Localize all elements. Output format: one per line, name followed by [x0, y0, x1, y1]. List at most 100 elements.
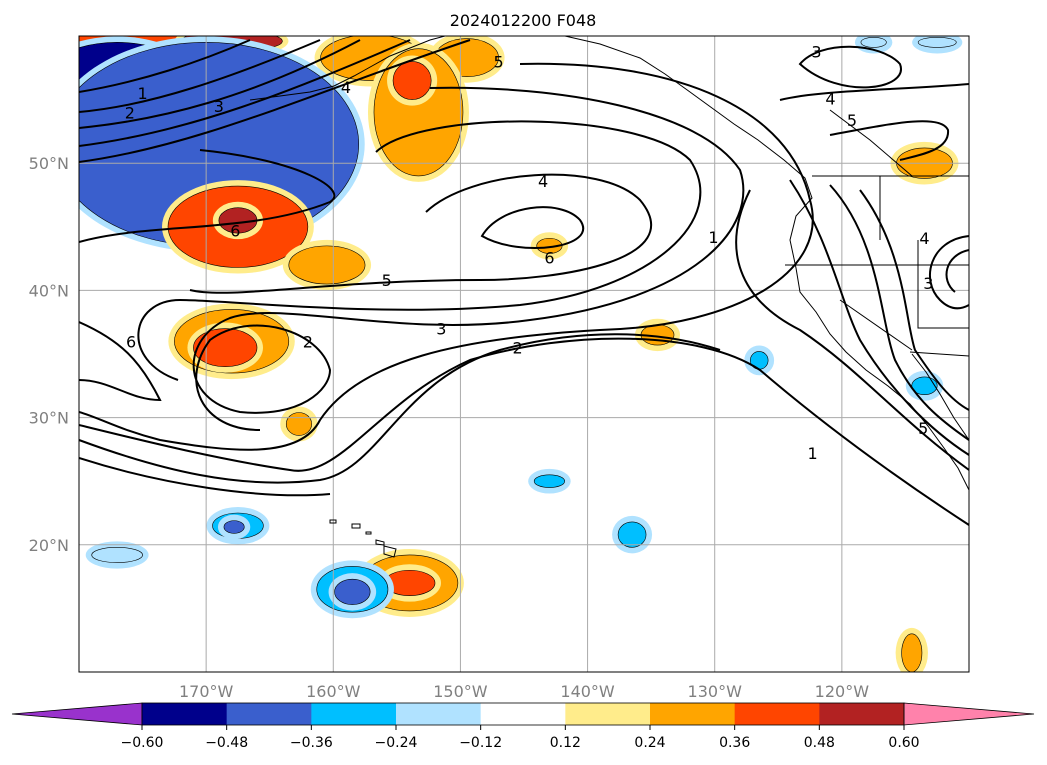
- anomaly-region: [911, 376, 938, 396]
- contour-line: [859, 189, 969, 411]
- colorbar-segment: [819, 703, 905, 725]
- state-boundaries: [785, 109, 969, 351]
- longitude-tick-label: 170°W: [179, 682, 234, 701]
- contour-line: [79, 39, 471, 163]
- contour-line: [829, 184, 969, 441]
- colorbar-tick-label: 0.36: [719, 735, 750, 751]
- anomaly-region: [533, 474, 565, 488]
- colorbar-tick-label: −0.24: [375, 735, 418, 751]
- anomaly-region: [223, 520, 245, 534]
- axis-tick-labels: 170°W 160°W 150°W 140°W 130°W 120°W 20°N 30°N 40…: [29, 154, 870, 701]
- anomaly-region: [334, 578, 371, 605]
- contour-label: 2: [303, 332, 313, 351]
- contour-line: [829, 120, 950, 161]
- anomaly-fill-layer: [79, 36, 963, 672]
- us-mexico-border: [909, 351, 969, 357]
- contour-label: 3: [214, 97, 224, 116]
- contour-line: [929, 235, 969, 310]
- contour-line: [79, 39, 321, 113]
- colorbar-segment: [480, 703, 566, 725]
- hawaii-islands: [329, 519, 397, 558]
- contour-label: 3: [436, 320, 446, 339]
- anomaly-region: [860, 36, 887, 48]
- latitude-tick-label: 40°N: [29, 281, 69, 300]
- coastline-layer: [249, 36, 969, 558]
- contour-line: [79, 149, 336, 243]
- contour-label: 1: [137, 84, 147, 103]
- contour-label: 4: [825, 89, 835, 108]
- contour-line: [779, 83, 969, 101]
- colorbar-tick-label: 0.48: [804, 735, 835, 751]
- colorbar-tick-label: −0.48: [205, 735, 248, 751]
- anomaly-region: [193, 328, 258, 368]
- contour-line: [137, 120, 702, 381]
- longitude-tick-label: 160°W: [306, 682, 361, 701]
- anomaly-region: [288, 245, 366, 285]
- contour-line: [79, 62, 814, 451]
- colorbar-extend-min: [11, 702, 143, 726]
- contour-label: 2: [513, 339, 523, 358]
- contour-label: 4: [341, 78, 351, 97]
- graticule: [79, 36, 969, 672]
- latitude-tick-label: 30°N: [29, 409, 69, 428]
- contour-label: 3: [923, 274, 933, 293]
- colorbar-segment: [396, 703, 482, 725]
- contour-label: 6: [544, 248, 554, 267]
- colorbar-tick-label: 0.24: [634, 735, 665, 751]
- colorbar-segment: [734, 703, 820, 725]
- contour-label: 5: [382, 271, 392, 290]
- colorbar-tick-label: −0.60: [121, 735, 164, 751]
- map-frame: [78, 35, 970, 673]
- anomaly-region: [91, 547, 143, 563]
- contour-line: [945, 249, 969, 293]
- contour-label: 6: [230, 222, 240, 241]
- contour-line: [79, 321, 162, 402]
- contour-line: [798, 45, 902, 89]
- contour-label: 5: [918, 419, 928, 438]
- colorbar-tick-label: −0.36: [290, 735, 333, 751]
- contour-label: 1: [708, 228, 718, 247]
- alaska-peninsula-coastline: [249, 36, 446, 101]
- colorbar-tick-label: 0.12: [550, 735, 581, 751]
- colorbar-segment: [226, 703, 312, 725]
- latitude-tick-label: 20°N: [29, 536, 69, 555]
- contour-line: [79, 457, 331, 497]
- latitude-tick-label: 50°N: [29, 154, 69, 173]
- anomaly-region: [392, 61, 432, 100]
- anomaly-region: [285, 412, 312, 436]
- longitude-tick-label: 130°W: [688, 682, 743, 701]
- contour-line: [789, 179, 969, 456]
- colorbar-tick-label: −0.12: [459, 735, 502, 751]
- north-america-coastline: [564, 36, 969, 491]
- contour-line: [79, 39, 251, 93]
- longitude-tick-label: 150°W: [433, 682, 488, 701]
- colorbar-segment: [142, 703, 228, 725]
- anomaly-region: [901, 633, 923, 672]
- colorbar: −0.60 −0.48 −0.36 −0.24 −0.12 0.12 0.24 0.36 0.4…: [11, 702, 1035, 751]
- contour-label: 6: [126, 332, 136, 351]
- contour-label: 3: [811, 42, 821, 61]
- gulf-of-california-coast: [911, 353, 969, 441]
- contour-line: [79, 39, 411, 147]
- longitude-tick-label: 120°W: [815, 682, 870, 701]
- anomaly-region: [917, 36, 957, 48]
- contour-label: 5: [847, 111, 857, 130]
- contour-label: 4: [919, 229, 929, 248]
- colorbar-extend-max: [903, 702, 1035, 726]
- contour-line: [189, 173, 653, 294]
- anomaly-region: [617, 521, 647, 548]
- contour-line: [192, 86, 745, 431]
- contour-line: [79, 39, 361, 129]
- contour-label: 2: [125, 103, 135, 122]
- colorbar-segment: [650, 703, 736, 725]
- longitude-tick-label: 140°W: [560, 682, 615, 701]
- contour-line: [79, 333, 721, 484]
- contour-line: [735, 189, 969, 471]
- contour-label: 5: [493, 52, 503, 71]
- colorbar-frame: [141, 702, 905, 726]
- contour-label: 4: [538, 172, 548, 191]
- colorbar-tick-label: 0.60: [888, 735, 919, 751]
- contour-label: 1: [808, 444, 818, 463]
